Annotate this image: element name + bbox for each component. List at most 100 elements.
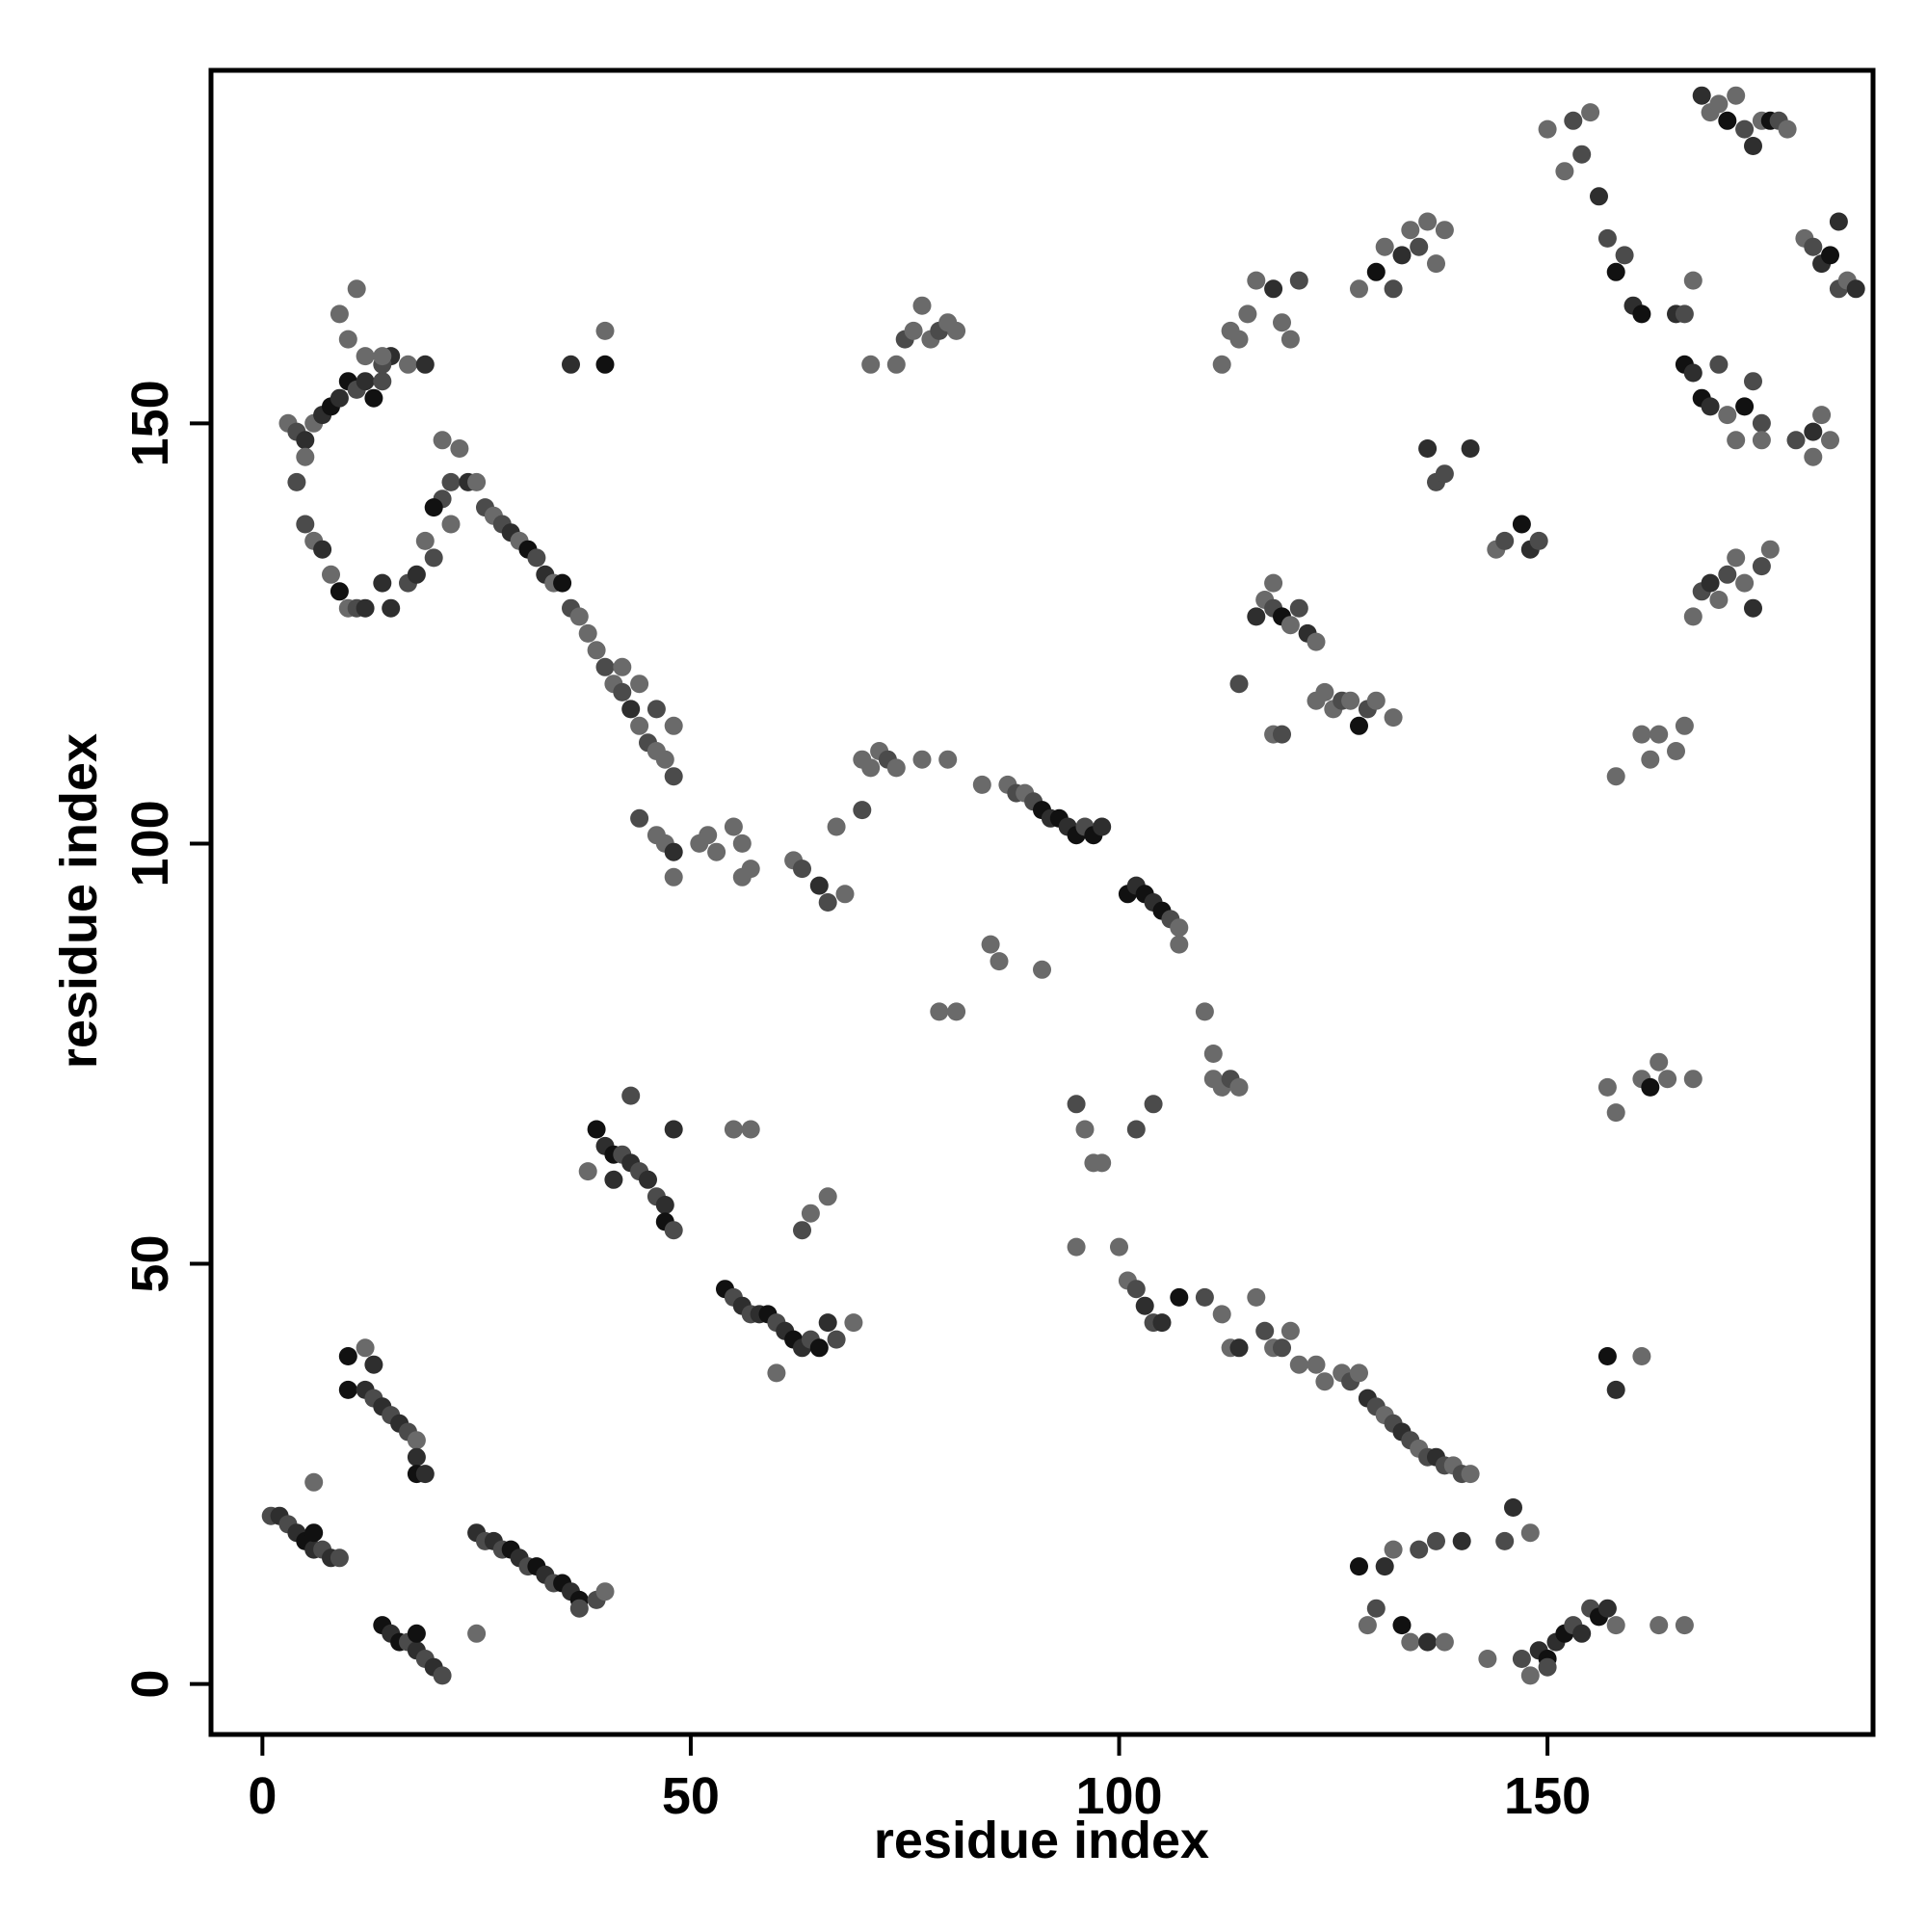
data-point-329 (1289, 271, 1308, 290)
data-point-57 (639, 1170, 657, 1189)
x-tick-label-0: 0 (248, 1767, 277, 1825)
data-point-247 (1597, 228, 1617, 248)
data-point-156 (1289, 1355, 1308, 1374)
data-point-178 (1375, 1557, 1394, 1576)
data-point-286 (1752, 431, 1771, 450)
data-point-304 (1280, 616, 1300, 635)
data-point-365 (322, 565, 340, 584)
data-point-374 (382, 598, 401, 618)
data-point-262 (1735, 397, 1755, 416)
data-point-123 (1203, 1045, 1223, 1063)
data-point-271 (1735, 573, 1755, 593)
data-point-277 (1709, 94, 1729, 114)
data-point-51 (587, 1120, 606, 1139)
data-point-373 (373, 573, 392, 593)
y-tick-label-3: 150 (121, 380, 179, 466)
data-point-411 (630, 675, 649, 694)
data-point-249 (1615, 246, 1634, 265)
data-point-128 (930, 1002, 949, 1021)
data-point-147 (1195, 1287, 1214, 1307)
data-point-357 (347, 279, 366, 299)
data-point-21 (356, 1338, 375, 1358)
data-point-405 (630, 716, 649, 735)
x-tick-label-2: 100 (1075, 1767, 1162, 1825)
data-point-155 (1280, 1321, 1300, 1340)
data-point-308 (1264, 573, 1283, 593)
data-point-78 (818, 1313, 837, 1333)
data-point-316 (1341, 691, 1360, 710)
data-point-260 (1718, 406, 1737, 425)
data-point-272 (1744, 598, 1762, 618)
data-point-413 (664, 716, 683, 735)
data-point-136 (1093, 1153, 1112, 1173)
data-point-20 (467, 1624, 487, 1643)
data-point-6 (304, 1523, 324, 1543)
data-point-319 (1366, 691, 1386, 710)
data-point-290 (1812, 406, 1832, 425)
data-point-151 (1247, 1287, 1266, 1307)
data-point-180 (1392, 1616, 1412, 1635)
data-point-174 (1461, 1465, 1480, 1484)
data-point-92 (835, 885, 855, 904)
data-point-420 (707, 842, 726, 861)
data-point-183 (1418, 1632, 1438, 1652)
data-point-121 (1170, 935, 1189, 954)
data-point-220 (1667, 742, 1685, 760)
data-point-246 (1590, 187, 1608, 206)
data-point-80 (844, 1313, 863, 1333)
data-point-235 (1401, 221, 1420, 240)
data-point-175 (1350, 1557, 1368, 1576)
data-point-362 (296, 515, 315, 534)
data-point-239 (1435, 221, 1454, 240)
data-point-340 (595, 355, 615, 374)
data-point-100 (938, 750, 958, 769)
data-point-131 (990, 952, 1009, 971)
data-point-134 (1075, 1120, 1095, 1139)
data-point-245 (1581, 103, 1600, 122)
y-axis-title: residue index (50, 733, 108, 1069)
data-point-127 (1229, 1077, 1249, 1097)
data-point-355 (330, 304, 349, 324)
data-point-421 (724, 817, 743, 836)
data-point-338 (947, 321, 966, 340)
data-point-138 (1144, 1095, 1163, 1114)
data-point-378 (424, 548, 443, 568)
data-point-241 (1538, 119, 1557, 139)
data-point-19 (433, 1666, 452, 1685)
data-point-273 (1752, 557, 1771, 576)
data-point-10 (304, 1472, 324, 1492)
data-point-325 (1247, 271, 1266, 290)
data-point-77 (809, 1338, 829, 1358)
y-tick-label-0: 0 (121, 1670, 179, 1699)
data-point-88 (793, 860, 811, 879)
data-point-364 (313, 540, 332, 559)
data-point-344 (296, 431, 315, 450)
data-point-212 (1641, 1077, 1660, 1097)
data-point-330 (861, 355, 881, 374)
data-point-248 (1606, 262, 1625, 281)
data-point-65 (664, 1120, 683, 1139)
data-point-237 (1418, 212, 1438, 231)
data-point-158 (1315, 1372, 1334, 1391)
data-point-152 (1255, 1321, 1275, 1340)
data-point-288 (1804, 422, 1823, 441)
data-point-99 (912, 750, 932, 769)
data-point-361 (287, 472, 306, 491)
x-axis: 0 50 100 150 (248, 1734, 1591, 1825)
data-point-91 (827, 817, 846, 836)
data-point-59 (655, 1196, 674, 1214)
data-point-264 (1752, 413, 1771, 433)
data-point-63 (578, 1162, 597, 1181)
data-point-32 (407, 1447, 426, 1467)
data-point-424 (664, 867, 683, 887)
data-point-132 (1033, 960, 1051, 979)
data-point-331 (886, 355, 906, 374)
data-point-268 (1709, 591, 1729, 609)
data-point-233 (1384, 279, 1403, 299)
data-point-188 (1495, 1531, 1515, 1550)
data-point-208 (1632, 1347, 1651, 1365)
data-point-9 (330, 1548, 349, 1568)
data-point-226 (1529, 531, 1548, 550)
data-point-366 (330, 582, 349, 601)
